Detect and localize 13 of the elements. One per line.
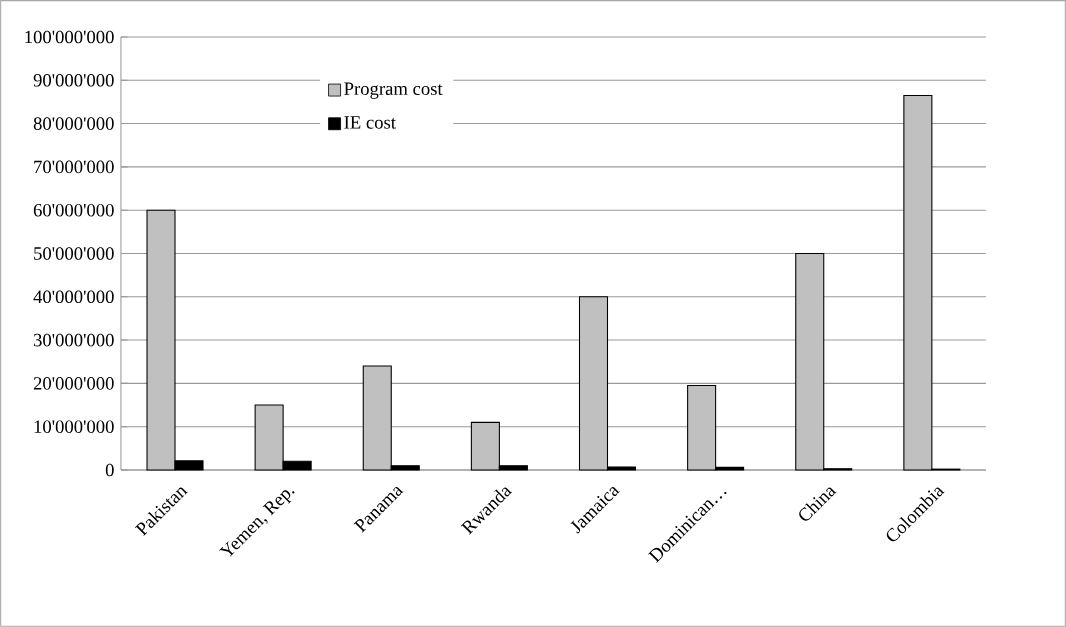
y-tick-label: 50'000'000 bbox=[34, 247, 114, 260]
y-tick-label: 60'000'000 bbox=[33, 203, 114, 217]
y-tick-label: 100'000'000 bbox=[25, 30, 114, 44]
legend-label: IE cost bbox=[344, 116, 396, 129]
legend-label: Program cost bbox=[344, 82, 443, 99]
y-tick-label: 20'000'000 bbox=[33, 377, 114, 390]
y-tick-label: 70'000'000 bbox=[34, 160, 114, 174]
y-tick-label: 0 bbox=[105, 463, 114, 477]
y-tick-label: 30'000'000 bbox=[33, 333, 114, 347]
y-tick-label: 80'000'000 bbox=[33, 117, 114, 130]
y-tick-label: 10'000'000 bbox=[34, 420, 114, 433]
y-tick-label: 90'000'000 bbox=[33, 73, 114, 87]
y-tick-label: 40'000'000 bbox=[33, 290, 114, 304]
